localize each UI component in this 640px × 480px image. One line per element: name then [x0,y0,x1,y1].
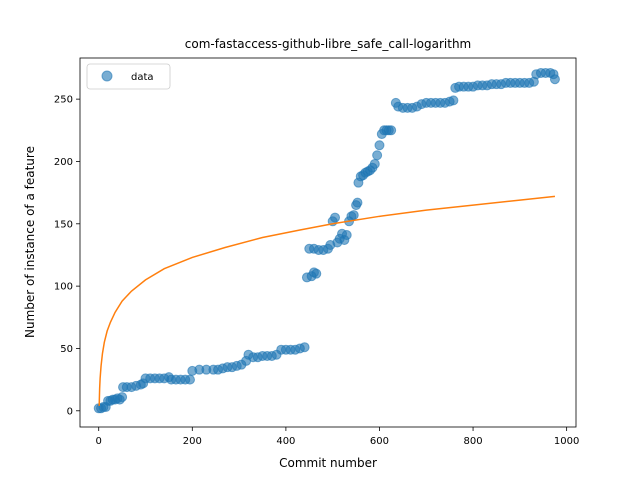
legend-marker-data [101,70,113,82]
legend-label-data: data [131,72,154,83]
data-point [369,158,380,169]
fit-line [98,195,556,406]
y-axis-label: Number of instance of a feature [23,146,37,338]
y-tick-label: 50 [60,344,73,355]
data-point [117,392,128,403]
x-tick-label: 0 [96,436,102,447]
chart-title: com-fastaccess-github-libre_safe_call-lo… [185,37,472,51]
legend: data [86,63,171,90]
x-tick-label: 1000 [554,436,579,447]
y-tick-label: 100 [54,282,73,293]
y-tick-label: 200 [54,157,73,168]
y-tick-label: 150 [54,219,73,230]
x-tick-label: 200 [183,436,202,447]
data-point [386,125,397,136]
legend-frame [86,63,171,90]
data-point [311,268,322,279]
data-point [448,95,459,106]
data-point [352,197,363,208]
x-tick-label: 600 [370,436,389,447]
data-point [184,374,195,385]
data-point [299,342,310,353]
axis-ticks: 0 200 400 600 800 1000 0 50 100 150 200 250 [54,95,579,447]
x-tick-label: 400 [276,436,295,447]
x-tick-label: 800 [464,436,483,447]
x-axis-label: Commit number [279,456,377,470]
y-tick-label: 0 [67,406,73,417]
data-point [374,140,385,151]
data-point [549,74,560,85]
data-point [372,150,383,161]
plot-area [93,67,560,414]
y-tick-label: 250 [54,95,73,106]
plot-frame [79,57,577,428]
data-point [330,212,341,223]
data-point [341,230,352,241]
data-point [348,210,359,221]
